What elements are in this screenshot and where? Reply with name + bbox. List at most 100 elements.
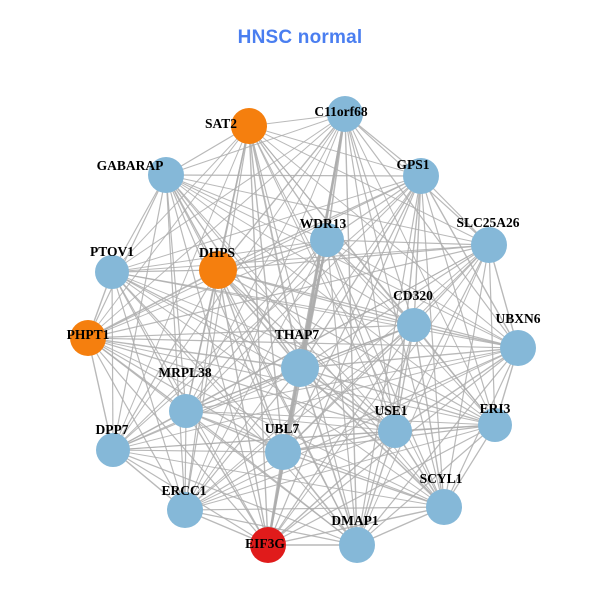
node-label-thap7: THAP7 (275, 327, 320, 342)
network-edge (87, 125, 250, 339)
network-edge (111, 271, 358, 546)
network-edge (217, 269, 358, 546)
node-label-phpt1: PHPT1 (67, 327, 110, 342)
network-node-ubxn6[interactable] (500, 330, 536, 366)
network-node-phpt1[interactable] (70, 320, 106, 356)
network-edge (87, 337, 114, 451)
network-edge (267, 244, 490, 546)
network-node-gabarap[interactable] (148, 157, 184, 193)
network-edge (326, 239, 519, 349)
network-edge (248, 125, 269, 546)
node-label-dpp7: DPP7 (96, 422, 129, 437)
network-edge (356, 244, 490, 546)
network-edge (165, 174, 328, 241)
network-edge (87, 337, 269, 546)
network-edge (184, 269, 219, 511)
network-edge (248, 125, 519, 349)
network-node-ubl7[interactable] (265, 434, 301, 470)
network-edge (111, 271, 415, 326)
network-edge (87, 337, 519, 349)
network-node-cd320[interactable] (397, 308, 431, 342)
network-edge (112, 239, 328, 451)
network-node-dpp7[interactable] (96, 433, 130, 467)
network-edge (394, 347, 519, 432)
network-edge (394, 175, 422, 432)
network-node-use1[interactable] (378, 414, 412, 448)
network-edge (165, 113, 346, 176)
network-edge (217, 269, 269, 546)
network-edge (217, 269, 519, 349)
network-edge (217, 269, 415, 326)
node-label-wdr13: WDR13 (300, 216, 347, 231)
nodes-layer[interactable] (70, 96, 536, 563)
network-edge (165, 174, 284, 453)
node-label-dhps: DHPS (199, 245, 235, 260)
network-node-mrpl38[interactable] (169, 394, 203, 428)
network-edge (282, 451, 445, 508)
network-edge (185, 347, 519, 412)
node-label-cd320: CD320 (393, 288, 433, 303)
node-label-eri3: ERI3 (480, 401, 511, 416)
network-edge (87, 337, 445, 508)
network-edge (111, 175, 422, 273)
network-edge (326, 239, 396, 432)
network-edge (326, 239, 490, 246)
network-edge (344, 113, 415, 326)
node-label-ubxn6: UBXN6 (495, 311, 540, 326)
network-node-wdr13[interactable] (310, 223, 344, 257)
network-edge (217, 269, 496, 426)
network-edge (267, 506, 445, 546)
network-edge (248, 125, 358, 546)
network-edge (111, 271, 186, 511)
network-edge (267, 175, 422, 546)
network-node-dmap1[interactable] (339, 527, 375, 563)
network-edge (267, 424, 496, 546)
node-label-ptov1: PTOV1 (90, 244, 134, 259)
network-edge (185, 410, 496, 426)
node-label-gabarap: GABARAP (97, 158, 164, 173)
network-edge (112, 324, 415, 451)
network-edge (184, 347, 519, 511)
network-node-eif3g[interactable] (250, 527, 286, 563)
network-node-scyl1[interactable] (426, 489, 462, 525)
network-node-ptov1[interactable] (95, 255, 129, 289)
network-edge (87, 175, 422, 339)
network-edge (184, 324, 415, 511)
network-edge (413, 324, 496, 426)
network-edge (344, 113, 358, 546)
network-node-ercc1[interactable] (167, 492, 203, 528)
network-node-thap7[interactable] (281, 349, 319, 387)
network-edge (111, 113, 346, 273)
labels-layer: SAT2 C11orf68 GABARAP GPS1 WDR13 SLC25A26 PTOV… (67, 104, 541, 551)
network-edge (344, 113, 496, 426)
network-node-dhps[interactable] (199, 251, 237, 289)
network-edge (326, 175, 422, 241)
network-edge (87, 113, 346, 339)
network-edge (112, 424, 496, 451)
network-node-eri3[interactable] (478, 408, 512, 442)
network-edge (217, 113, 346, 271)
network-edge (299, 347, 519, 369)
network-edge (165, 174, 496, 426)
network-node-c11orf68[interactable] (327, 96, 363, 132)
node-label-slc25a26: SLC25A26 (456, 215, 519, 230)
network-edge (488, 244, 496, 426)
network-node-slc25a26[interactable] (471, 227, 507, 263)
network-edge (394, 324, 415, 432)
network-edge (344, 113, 445, 508)
network-edge (217, 175, 422, 271)
network-edge (185, 239, 328, 412)
network-node-sat2[interactable] (231, 108, 267, 144)
network-edge (87, 174, 167, 339)
node-label-use1: USE1 (374, 403, 407, 418)
network-node-gps1[interactable] (403, 158, 439, 194)
network-edge (87, 324, 415, 339)
network-edge (326, 239, 415, 326)
network-edge (112, 269, 219, 451)
network-edge (299, 367, 445, 508)
network-edge (420, 175, 445, 508)
network-edge (165, 174, 490, 246)
node-label-ercc1: ERCC1 (161, 483, 206, 498)
network-edge (111, 125, 250, 273)
